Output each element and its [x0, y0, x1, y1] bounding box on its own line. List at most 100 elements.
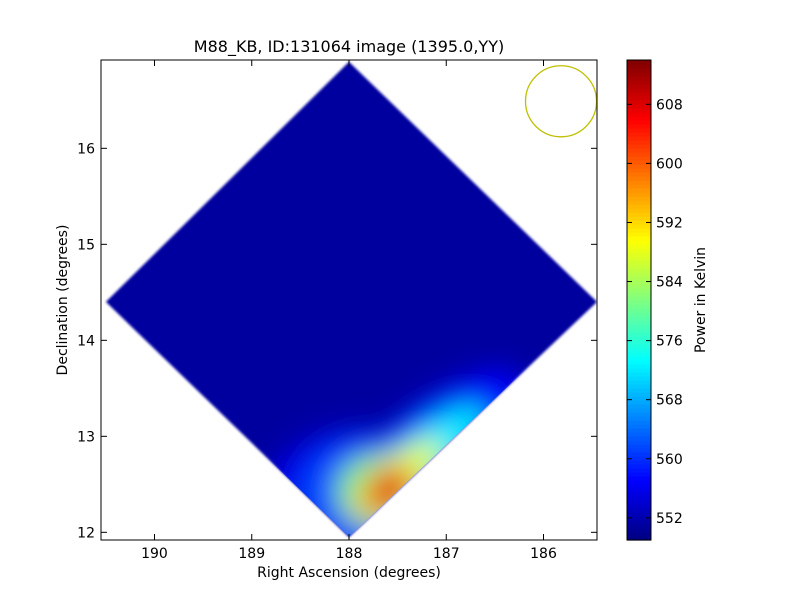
colorbar-step: [627, 328, 651, 333]
colorbar-step: [627, 172, 651, 177]
colorbar-step: [627, 400, 651, 405]
colorbar-step: [627, 132, 651, 137]
colorbar-step: [627, 476, 651, 481]
colorbar-step: [627, 152, 651, 157]
colorbar-step: [627, 516, 651, 521]
colorbar-step: [627, 416, 651, 421]
colorbar-step: [627, 244, 651, 249]
colorbar-step: [627, 388, 651, 393]
colorbar-step: [627, 156, 651, 161]
colorbar-step: [627, 496, 651, 501]
x-axis-label: Right Ascension (degrees): [257, 565, 441, 581]
colorbar-step: [627, 88, 651, 93]
colorbar-step: [627, 176, 651, 181]
colorbar-step: [627, 408, 651, 413]
colorbar-step: [627, 304, 651, 309]
colorbar-step: [627, 344, 651, 349]
colorbar-step: [627, 256, 651, 261]
colorbar-step: [627, 368, 651, 373]
colorbar-step: [627, 456, 651, 461]
x-tick-label: 189: [238, 546, 265, 562]
colorbar-step: [627, 288, 651, 293]
x-tick-label: 186: [530, 546, 557, 562]
colorbar-step: [627, 480, 651, 485]
colorbar-step: [627, 372, 651, 377]
colorbar-ticks: 552 560 568 576 584 592 600 608: [627, 97, 683, 527]
colorbar-step: [627, 472, 651, 477]
colorbar-tick-label: 600: [656, 156, 683, 172]
colorbar-step: [627, 524, 651, 529]
colorbar-step: [627, 72, 651, 77]
colorbar-step: [627, 120, 651, 125]
colorbar-step: [627, 276, 651, 281]
colorbar-step: [627, 352, 651, 357]
colorbar-step: [627, 208, 651, 213]
colorbar-step: [627, 452, 651, 457]
x-axis: 190 189 188 187 186: [141, 60, 557, 562]
y-axis: 12 13 14 15 16: [77, 141, 597, 541]
colorbar-step: [627, 532, 651, 537]
colorbar-label: Power in Kelvin: [693, 247, 709, 353]
colorbar-step: [627, 272, 651, 277]
colorbar-step: [627, 76, 651, 81]
colorbar-tick-label: 608: [656, 97, 683, 113]
colorbar-gradient: [627, 60, 651, 541]
colorbar-step: [627, 104, 651, 109]
colorbar-step: [627, 520, 651, 525]
colorbar-step: [627, 340, 651, 345]
colorbar-step: [627, 140, 651, 145]
colorbar-frame: [626, 59, 652, 541]
x-tick-label: 188: [336, 546, 363, 562]
colorbar-step: [627, 396, 651, 401]
colorbar-step: [627, 444, 651, 449]
colorbar-step: [627, 68, 651, 73]
y-tick-label: 16: [77, 141, 95, 157]
colorbar-step: [627, 180, 651, 185]
colorbar-step: [627, 404, 651, 409]
chart-title: M88_KB, ID:131064 image (1395.0,YY): [194, 37, 504, 57]
colorbar-step: [627, 184, 651, 189]
colorbar-step: [627, 264, 651, 269]
colorbar-step: [627, 236, 651, 241]
emission-region: [262, 369, 525, 538]
colorbar-step: [627, 528, 651, 533]
colorbar-step: [627, 384, 651, 389]
colorbar-step: [627, 488, 651, 493]
emission-level-8: [381, 482, 399, 498]
colorbar-step: [627, 168, 651, 173]
colorbar-step: [627, 508, 651, 513]
colorbar-step: [627, 280, 651, 285]
colorbar-step: [627, 336, 651, 341]
colorbar-step: [627, 144, 651, 149]
colorbar-tick-label: 592: [656, 215, 683, 231]
colorbar-step: [627, 84, 651, 89]
y-tick-label: 12: [77, 525, 95, 541]
colorbar-step: [627, 536, 651, 541]
colorbar-step: [627, 164, 651, 169]
colorbar-step: [627, 112, 651, 117]
colorbar-step: [627, 316, 651, 321]
colorbar-step: [627, 392, 651, 397]
colorbar-step: [627, 116, 651, 121]
colorbar-step: [627, 136, 651, 141]
colorbar-step: [627, 460, 651, 465]
x-tick-label: 187: [433, 546, 460, 562]
colorbar-step: [627, 228, 651, 233]
colorbar-step: [627, 92, 651, 97]
colorbar-step: [627, 360, 651, 365]
colorbar-step: [627, 348, 651, 353]
colorbar-step: [627, 440, 651, 445]
colorbar-step: [627, 420, 651, 425]
colorbar-step: [627, 332, 651, 337]
colorbar-step: [627, 324, 651, 329]
colorbar-step: [627, 296, 651, 301]
colorbar-step: [627, 468, 651, 473]
colorbar-tick-label: 552: [656, 511, 683, 527]
y-tick-label: 15: [77, 237, 95, 253]
colorbar-step: [627, 188, 651, 193]
colorbar-step: [627, 200, 651, 205]
colorbar-step: [627, 248, 651, 253]
beam-circle: [524, 65, 597, 138]
colorbar-step: [627, 108, 651, 113]
